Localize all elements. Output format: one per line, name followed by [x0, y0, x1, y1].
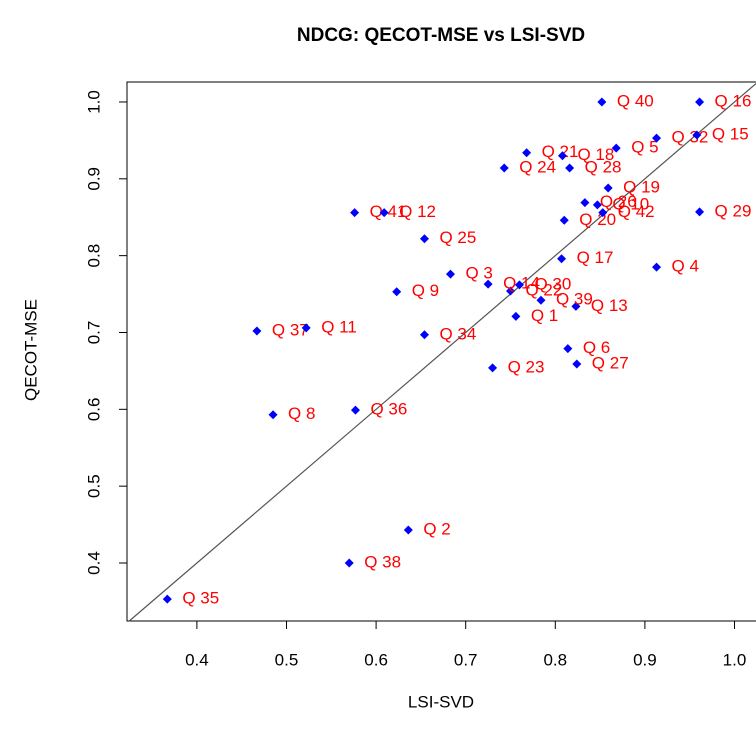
point [597, 97, 607, 107]
plot-frame [126, 81, 756, 622]
point [488, 363, 498, 373]
point [652, 262, 662, 272]
point-label: Q 23 [508, 357, 545, 376]
point-label: Q 11 [321, 317, 357, 336]
y-tick-label: 0.8 [84, 244, 103, 268]
y-axis-title: QECOT-MSE [21, 299, 40, 401]
point-label: Q 19 [623, 178, 660, 197]
point [557, 254, 567, 264]
point-label: Q 8 [288, 404, 315, 423]
point [603, 183, 613, 193]
point [580, 198, 590, 208]
x-tick-label: 0.5 [275, 650, 299, 669]
point [571, 301, 581, 311]
point-label: Q 12 [399, 202, 436, 221]
y-tick-label: 0.7 [84, 321, 103, 345]
point [483, 279, 493, 289]
point [499, 163, 509, 173]
point [252, 326, 262, 336]
point [419, 234, 429, 244]
point [392, 287, 402, 297]
point-label: Q 37 [272, 320, 309, 339]
point-label: Q 20 [579, 210, 616, 229]
y-tick-label: 0.9 [84, 167, 103, 191]
point-label: Q 35 [182, 589, 219, 608]
point [563, 344, 573, 354]
point [350, 208, 360, 218]
point [565, 163, 575, 173]
point-label: Q 24 [519, 158, 556, 177]
y-tick-label: 0.5 [84, 474, 103, 498]
point [514, 280, 524, 290]
point [598, 208, 608, 218]
point-label: Q 9 [412, 281, 439, 300]
x-tick-label: 0.7 [454, 650, 478, 669]
point-label: Q 28 [585, 158, 622, 177]
y-tick-label: 1.0 [84, 90, 103, 114]
point-label: Q 22 [525, 280, 562, 299]
x-axis-title: LSI-SVD [408, 692, 474, 711]
point-label: Q 13 [591, 296, 628, 315]
x-tick-label: 1.0 [723, 650, 747, 669]
point-label: Q 38 [364, 552, 401, 571]
point-label: Q 16 [715, 91, 752, 110]
chart-title: NDCG: QECOT-MSE vs LSI-SVD [297, 25, 585, 46]
point [268, 410, 278, 420]
point [572, 359, 582, 369]
point-label: Q 6 [583, 338, 610, 357]
point [301, 323, 311, 333]
point [350, 405, 360, 415]
x-tick-label: 0.8 [543, 650, 567, 669]
point-label: Q 18 [577, 145, 614, 164]
point [557, 151, 567, 161]
x-tick-label: 0.4 [185, 650, 209, 669]
point [536, 295, 546, 305]
point [403, 525, 413, 535]
point-label: Q 34 [439, 324, 476, 343]
point-label: Q 17 [577, 248, 614, 267]
point [522, 148, 532, 158]
point [695, 207, 705, 217]
point [505, 286, 515, 296]
point-label: Q 42 [618, 202, 655, 221]
point [611, 143, 621, 153]
point-label: Q 27 [592, 353, 629, 372]
point-label: Q 15 [712, 125, 749, 144]
point-label: Q 30 [534, 274, 571, 293]
point-label: Q 5 [631, 138, 658, 157]
point [592, 200, 602, 210]
point-label: Q 29 [715, 201, 752, 220]
point-label: Q 41 [370, 202, 407, 221]
point-label: Q 25 [439, 228, 476, 247]
point [344, 558, 354, 568]
point-label: Q 26 [600, 192, 637, 211]
point-label: Q 36 [370, 400, 407, 419]
point [559, 215, 569, 225]
x-tick-label: 0.6 [364, 650, 388, 669]
y-tick-label: 0.6 [84, 397, 103, 421]
identity-line [128, 83, 756, 622]
point-label: Q 3 [465, 264, 492, 283]
x-tick-label: 0.9 [633, 650, 657, 669]
point-label: Q 1 [531, 306, 558, 325]
point [162, 594, 172, 604]
point [419, 330, 429, 340]
point [511, 311, 521, 321]
point [692, 130, 702, 140]
point-label: Q 32 [672, 128, 709, 147]
point [379, 208, 389, 218]
point-label: Q 2 [423, 519, 450, 538]
point-label: Q 21 [542, 142, 579, 161]
point [695, 97, 705, 107]
point-label: Q 4 [672, 257, 699, 276]
point-label: Q 40 [617, 91, 654, 110]
point-label: Q 10 [612, 194, 649, 213]
point-label: Q 39 [556, 290, 593, 309]
y-tick-label: 0.4 [84, 551, 103, 575]
point [445, 269, 455, 279]
point [652, 133, 662, 143]
